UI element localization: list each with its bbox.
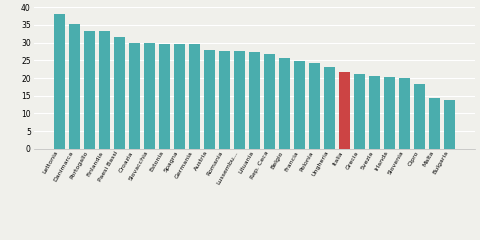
Bar: [354, 74, 365, 149]
Bar: [99, 31, 110, 149]
Bar: [369, 76, 380, 149]
Bar: [129, 43, 140, 149]
Bar: [174, 44, 185, 149]
Bar: [444, 100, 455, 149]
Bar: [84, 31, 95, 149]
Bar: [234, 51, 245, 149]
Bar: [159, 44, 170, 149]
Bar: [384, 77, 395, 149]
Bar: [399, 78, 410, 149]
Bar: [264, 54, 275, 149]
Bar: [414, 84, 425, 149]
Bar: [189, 44, 200, 149]
Bar: [144, 43, 155, 149]
Bar: [279, 58, 290, 149]
Bar: [204, 50, 215, 149]
Bar: [324, 67, 335, 149]
Bar: [114, 37, 125, 149]
Bar: [429, 98, 440, 149]
Bar: [249, 52, 260, 149]
Bar: [219, 51, 230, 149]
Bar: [69, 24, 80, 149]
Bar: [294, 61, 305, 149]
Bar: [54, 14, 65, 149]
Bar: [339, 72, 350, 149]
Bar: [309, 63, 320, 149]
